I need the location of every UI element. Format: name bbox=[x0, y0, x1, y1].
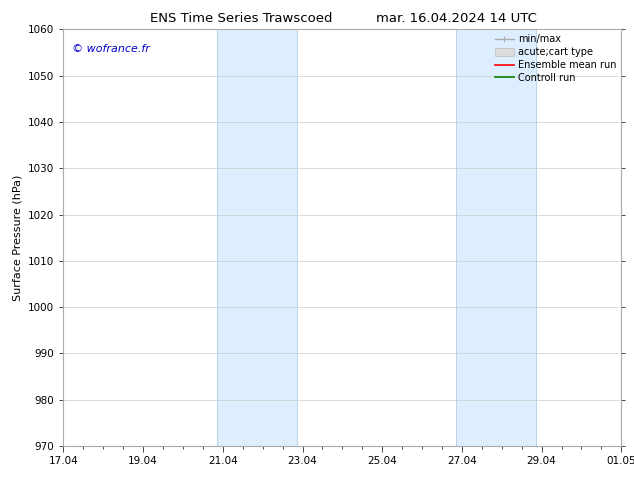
Text: mar. 16.04.2024 14 UTC: mar. 16.04.2024 14 UTC bbox=[376, 12, 537, 25]
Bar bbox=[217, 29, 297, 446]
Legend: min/max, acute;cart type, Ensemble mean run, Controll run: min/max, acute;cart type, Ensemble mean … bbox=[492, 31, 619, 86]
Bar bbox=[456, 29, 536, 446]
Y-axis label: Surface Pressure (hPa): Surface Pressure (hPa) bbox=[13, 174, 23, 301]
Text: ENS Time Series Trawscoed: ENS Time Series Trawscoed bbox=[150, 12, 332, 25]
Text: © wofrance.fr: © wofrance.fr bbox=[72, 44, 150, 54]
